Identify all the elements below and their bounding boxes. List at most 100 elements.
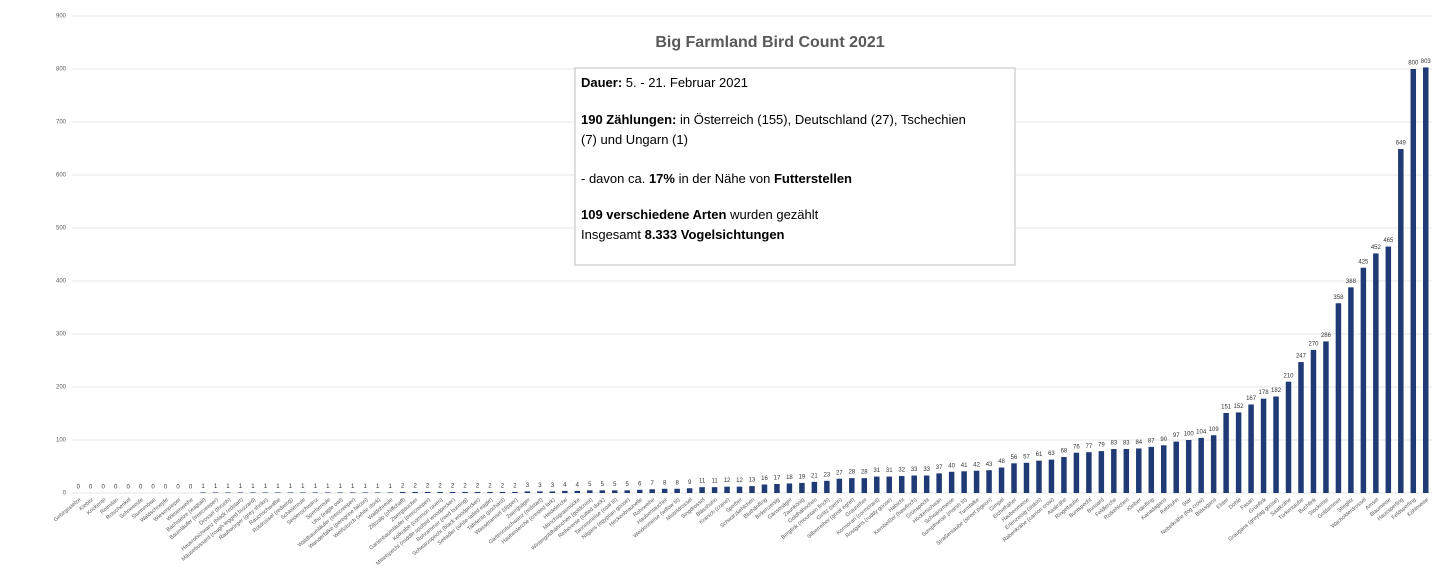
bar (1360, 267, 1367, 493)
bar (923, 475, 930, 493)
value-label: 28 (861, 470, 868, 476)
bar (636, 489, 643, 493)
value-label: 0 (151, 485, 155, 491)
bar (799, 482, 805, 493)
value-label: 32 (898, 468, 905, 474)
bar (624, 490, 630, 493)
value-label: 8 (675, 480, 679, 486)
bar (911, 475, 917, 493)
bar (537, 491, 543, 493)
bar (736, 486, 743, 493)
info-line: Dauer: 5. - 21. Februar 2021 (581, 75, 748, 90)
bar (886, 476, 892, 493)
y-tick-label: 300 (56, 332, 67, 338)
value-label: 270 (1308, 341, 1319, 347)
value-label: 5 (588, 482, 592, 488)
value-label: 2 (513, 484, 517, 490)
value-label: 0 (189, 485, 193, 491)
bar (499, 491, 506, 493)
value-label: 0 (77, 485, 81, 491)
bar (487, 491, 493, 493)
bar (1423, 67, 1429, 493)
value-label: 3 (526, 483, 530, 489)
value-label: 33 (911, 467, 918, 473)
bar (1223, 412, 1229, 493)
value-label: 37 (936, 465, 943, 471)
bar (1348, 287, 1354, 493)
bar (275, 492, 281, 493)
value-label: 63 (1048, 451, 1055, 457)
bar (300, 492, 306, 493)
value-label: 2 (401, 484, 405, 490)
bar (1048, 459, 1055, 493)
chart-title: Big Farmland Bird Count 2021 (655, 34, 884, 51)
value-label: 5 (626, 482, 630, 488)
bar (212, 492, 219, 493)
value-label: 11 (699, 479, 706, 485)
bar (998, 467, 1005, 493)
bar (1298, 362, 1304, 493)
bar (474, 491, 481, 493)
value-label: 3 (538, 483, 542, 489)
value-label: 7 (651, 481, 655, 487)
y-tick-label: 100 (56, 438, 67, 444)
y-tick-label: 800 (56, 67, 67, 73)
value-label: 31 (873, 468, 880, 474)
bar (936, 473, 942, 493)
info-segment: wurden gezählt (726, 207, 818, 222)
bar (1385, 246, 1392, 493)
bar (1285, 381, 1292, 493)
value-label: 13 (749, 478, 756, 484)
value-label: 1 (201, 484, 205, 490)
bar (1160, 445, 1167, 493)
value-label: 1 (276, 484, 280, 490)
bar (811, 481, 818, 493)
x-tick-label: Elster (1216, 497, 1231, 511)
bar (724, 486, 730, 493)
bar (874, 476, 880, 493)
bar (587, 490, 593, 493)
y-tick-label: 0 (63, 491, 67, 497)
info-segment: Insgesamt (581, 227, 645, 242)
value-label: 77 (1086, 444, 1093, 450)
bar (774, 483, 780, 493)
value-label: 90 (1160, 437, 1167, 443)
bar (612, 490, 618, 493)
bar (1123, 449, 1130, 493)
bar (836, 478, 843, 493)
value-label: 1 (326, 484, 330, 490)
value-label: 41 (961, 463, 968, 469)
bar (1260, 398, 1267, 493)
bar (1098, 451, 1105, 493)
bar (399, 491, 406, 493)
value-label: 388 (1346, 279, 1357, 285)
value-label: 2 (438, 484, 442, 490)
value-label: 109 (1209, 427, 1220, 433)
bar (649, 489, 655, 493)
bar (250, 492, 256, 493)
bar (1273, 396, 1279, 493)
value-label: 0 (114, 485, 118, 491)
bar (424, 491, 431, 493)
info-segment: 109 verschiedene Arten (581, 207, 727, 222)
value-label: 40 (948, 463, 955, 469)
value-label: 1 (239, 484, 243, 490)
value-label: 100 (1184, 432, 1195, 438)
info-line: - davon ca. 17% in der Nähe von Futterst… (581, 171, 852, 186)
value-label: 5 (613, 482, 617, 488)
bar (686, 488, 693, 493)
value-label: 2 (476, 484, 480, 490)
value-label: 152 (1234, 404, 1245, 410)
value-label: 0 (102, 485, 106, 491)
value-label: 286 (1321, 333, 1332, 339)
bar (1185, 440, 1192, 493)
value-label: 16 (761, 476, 768, 482)
bar (749, 486, 755, 493)
info-segment: 8.333 Vogelsichtungen (645, 227, 785, 242)
value-label: 800 (1408, 61, 1419, 67)
bar (325, 492, 331, 493)
value-label: 56 (1011, 455, 1018, 461)
value-label: 1 (264, 484, 268, 490)
x-tick-label: Star (1181, 497, 1193, 508)
